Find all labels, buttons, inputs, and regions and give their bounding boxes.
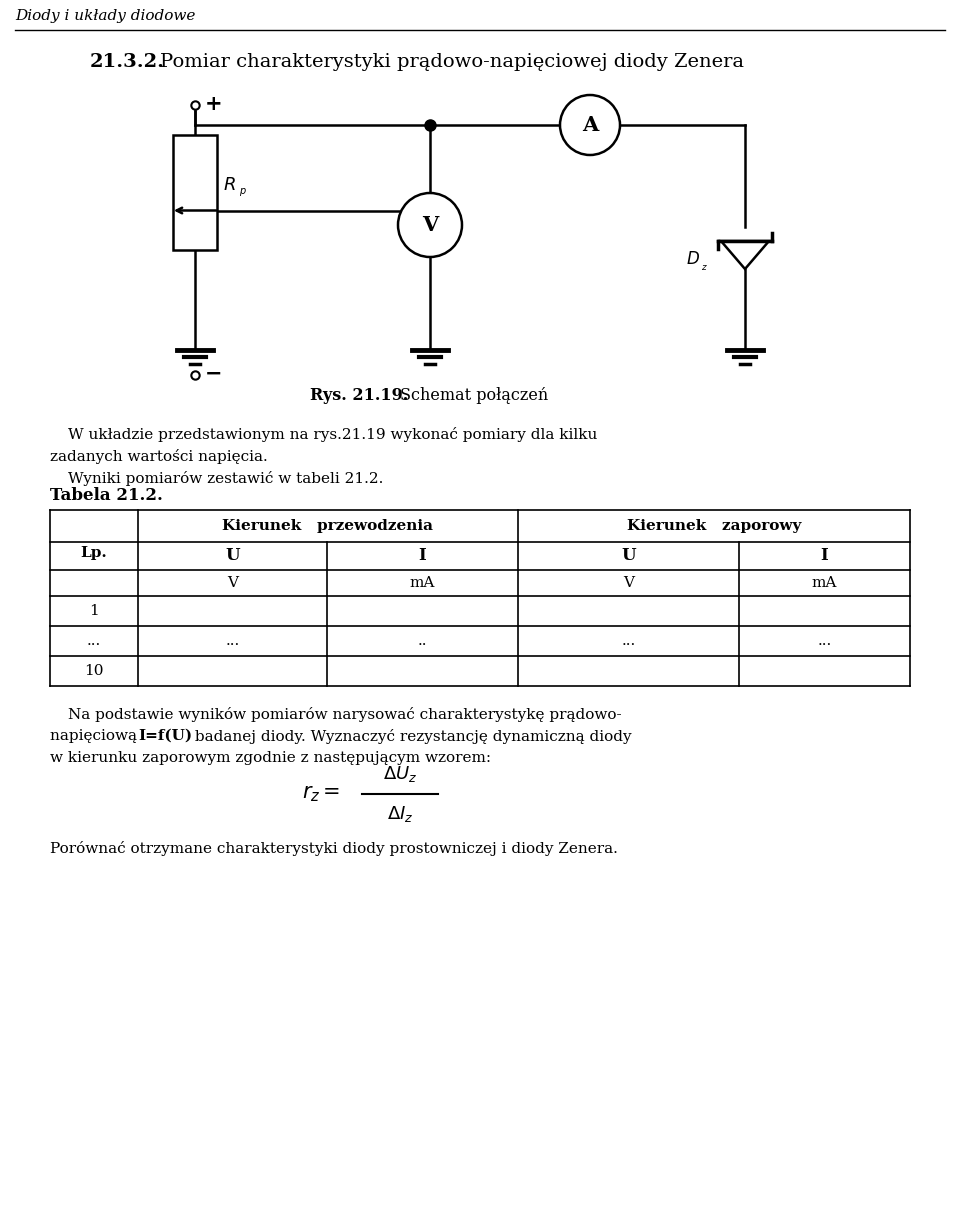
Text: 10: 10: [84, 665, 104, 678]
Circle shape: [560, 95, 620, 156]
Text: V: V: [227, 576, 238, 590]
Text: −: −: [205, 364, 223, 384]
Polygon shape: [721, 241, 769, 269]
Text: zadanych wartości napięcia.: zadanych wartości napięcia.: [50, 450, 268, 464]
Text: $\Delta U_z$: $\Delta U_z$: [383, 764, 418, 784]
Text: Schemat połączeń: Schemat połączeń: [400, 386, 548, 403]
Text: $D$: $D$: [686, 252, 700, 269]
Text: A: A: [582, 115, 598, 135]
Text: Pomiar charakterystyki prądowo-napięciowej diody Zenera: Pomiar charakterystyki prądowo-napięciow…: [160, 53, 744, 70]
Text: Kierunek   zaporowy: Kierunek zaporowy: [627, 519, 802, 533]
Text: napięciową: napięciową: [50, 729, 142, 744]
Text: U: U: [226, 548, 240, 565]
Text: 21.3.2.: 21.3.2.: [90, 53, 165, 70]
Text: ...: ...: [226, 634, 240, 648]
Text: ...: ...: [817, 634, 831, 648]
Text: badanej diody. Wyznaczyć rezystancję dynamiczną diody: badanej diody. Wyznaczyć rezystancję dyn…: [190, 729, 632, 744]
Text: ...: ...: [621, 634, 636, 648]
Text: $_z$: $_z$: [701, 260, 708, 273]
Text: Rys. 21.19.: Rys. 21.19.: [310, 386, 408, 403]
Text: V: V: [421, 215, 438, 234]
Text: I: I: [821, 548, 828, 565]
Text: $\Delta I_z$: $\Delta I_z$: [387, 804, 413, 824]
Text: I: I: [419, 548, 426, 565]
Text: $r_z = $: $r_z = $: [301, 784, 340, 804]
Text: w kierunku zaporowym zgodnie z następującym wzorem:: w kierunku zaporowym zgodnie z następują…: [50, 751, 492, 765]
Text: +: +: [205, 94, 223, 114]
Circle shape: [398, 193, 462, 258]
Text: Diody i układy diodowe: Diody i układy diodowe: [15, 9, 196, 23]
Text: mA: mA: [410, 576, 435, 590]
Text: V: V: [623, 576, 634, 590]
Bar: [173, 135, 217, 250]
Text: Wyniki pomiarów zestawić w tabeli 21.2.: Wyniki pomiarów zestawić w tabeli 21.2.: [68, 471, 383, 486]
Text: W układzie przedstawionym na rys.21.19 wykonać pomiary dla kilku: W układzie przedstawionym na rys.21.19 w…: [68, 428, 597, 442]
Text: I=f(U): I=f(U): [138, 729, 192, 744]
Text: Kierunek   przewodzenia: Kierunek przewodzenia: [223, 519, 434, 533]
Text: U: U: [621, 548, 636, 565]
Text: $_p$: $_p$: [239, 185, 247, 198]
Text: 1: 1: [89, 604, 99, 618]
Text: ..: ..: [418, 634, 427, 648]
Text: $R$: $R$: [223, 175, 236, 193]
Text: Tabela 21.2.: Tabela 21.2.: [50, 487, 163, 504]
Text: Lp.: Lp.: [81, 546, 108, 560]
Text: Porównać otrzymane charakterystyki diody prostowniczej i diody Zenera.: Porównać otrzymane charakterystyki diody…: [50, 842, 618, 857]
Text: mA: mA: [812, 576, 837, 590]
Text: Na podstawie wyników pomiarów narysować charakterystykę prądowo-: Na podstawie wyników pomiarów narysować …: [68, 706, 622, 722]
Text: ...: ...: [86, 634, 101, 648]
